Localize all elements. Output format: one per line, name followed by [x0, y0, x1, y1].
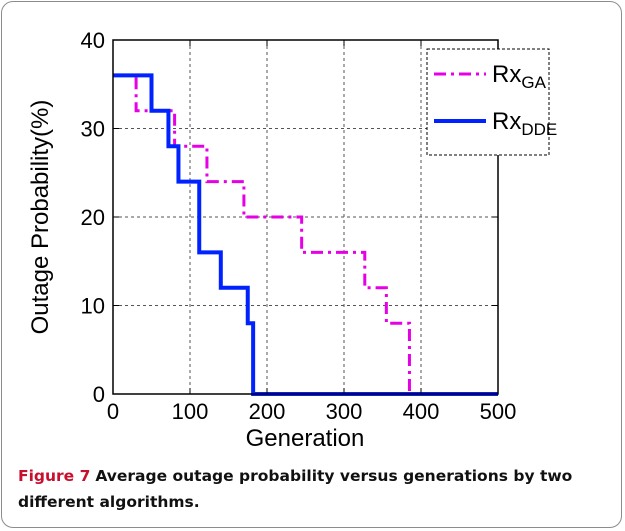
figure-caption: Figure 7 Average outage probability vers…	[18, 463, 608, 515]
series-line-dde	[113, 73, 498, 396]
legend-box	[426, 48, 550, 156]
y-tick-label: 40	[81, 28, 105, 53]
legend-label-ga: RxGA	[492, 61, 547, 92]
x-tick-label: 200	[249, 399, 286, 424]
x-axis-label: Generation	[246, 425, 365, 452]
y-axis-label: Outage Probability(%)	[27, 100, 54, 335]
legend: RxGA RxDDE	[426, 48, 557, 156]
x-tick-label: 400	[403, 399, 440, 424]
y-tick-label: 20	[81, 205, 105, 230]
y-tick-label: 0	[93, 382, 105, 407]
x-tick-label: 500	[480, 399, 517, 424]
series-layer	[113, 73, 498, 396]
tick-layer: 0 100 200 300 400 500 0 10 20 30 40	[81, 28, 517, 424]
y-tick-label: 30	[81, 117, 105, 142]
y-tick-label: 10	[81, 294, 105, 319]
legend-label-dde: RxDDE	[492, 108, 557, 139]
caption-text: Average outage probability versus genera…	[18, 467, 573, 511]
x-tick-label: 100	[172, 399, 209, 424]
caption-label: Figure 7	[18, 467, 91, 485]
chart: 0 100 200 300 400 500 0 10 20 30 40 Generation Out…	[27, 28, 557, 452]
x-tick-label: 0	[107, 399, 119, 424]
x-tick-label: 300	[326, 399, 363, 424]
